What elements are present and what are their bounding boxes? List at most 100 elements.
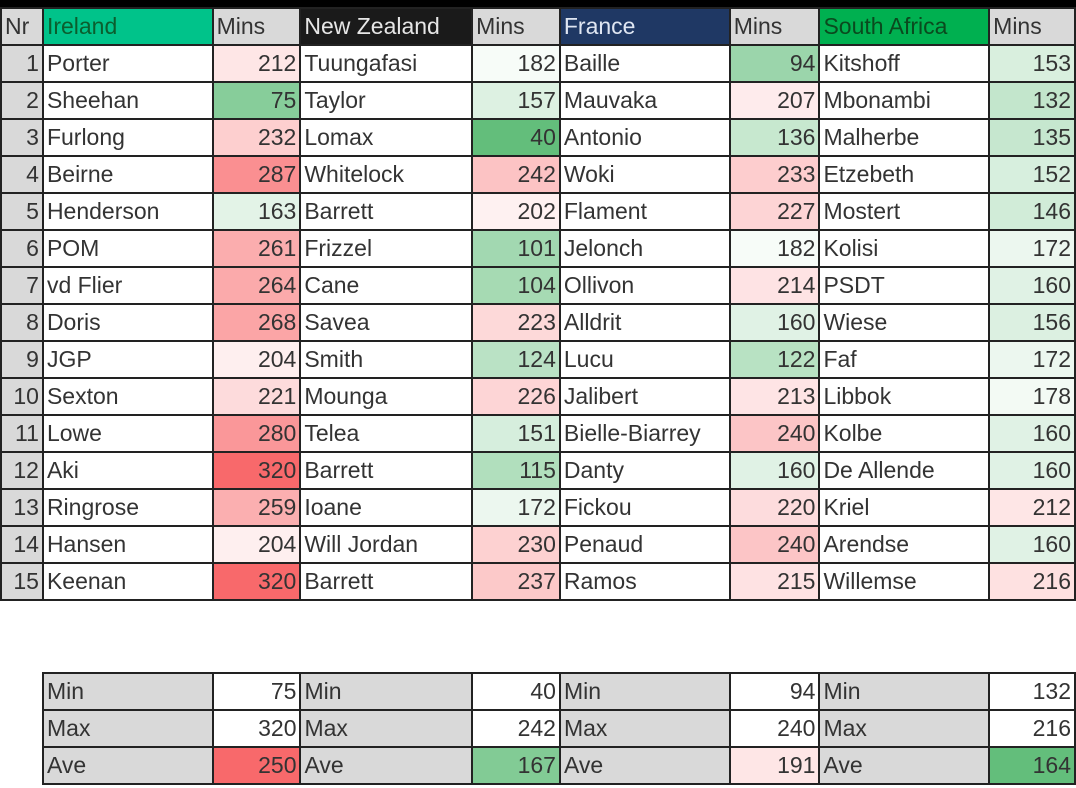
player-mins[interactable]: 226	[471, 377, 561, 416]
player-name[interactable]: Whitelock	[299, 155, 474, 194]
player-mins[interactable]: 237	[471, 562, 561, 601]
player-name[interactable]: Keenan	[41, 562, 214, 601]
player-name[interactable]: Alldrit	[558, 303, 731, 342]
player-mins[interactable]: 153	[988, 44, 1076, 83]
player-name[interactable]: Ringrose	[41, 488, 214, 527]
player-mins[interactable]: 172	[988, 340, 1076, 379]
player-name[interactable]: Fickou	[558, 488, 731, 527]
player-name[interactable]: Mounga	[299, 377, 474, 416]
player-mins[interactable]: 160	[988, 414, 1076, 453]
player-name[interactable]: Barrett	[299, 562, 474, 601]
player-mins[interactable]: 220	[728, 488, 821, 527]
player-mins[interactable]: 280	[211, 414, 302, 453]
player-mins[interactable]: 75	[211, 81, 302, 120]
row-number[interactable]: 11	[0, 414, 44, 453]
header-mins[interactable]: Mins	[988, 7, 1076, 46]
summary-label[interactable]: Max	[42, 709, 214, 748]
player-name[interactable]: Will Jordan	[299, 525, 474, 564]
player-name[interactable]: Porter	[41, 44, 214, 83]
player-mins[interactable]: 172	[988, 229, 1076, 268]
summary-value[interactable]: 164	[988, 746, 1076, 785]
header-mins[interactable]: Mins	[728, 7, 821, 46]
player-mins[interactable]: 160	[988, 266, 1076, 305]
player-mins[interactable]: 216	[988, 562, 1076, 601]
player-name[interactable]: Sexton	[41, 377, 214, 416]
player-name[interactable]: Frizzel	[299, 229, 474, 268]
player-mins[interactable]: 178	[988, 377, 1076, 416]
player-name[interactable]: Baille	[558, 44, 731, 83]
summary-label[interactable]: Min	[818, 672, 991, 711]
header-team[interactable]: South Africa	[818, 7, 991, 46]
player-name[interactable]: Lowe	[41, 414, 214, 453]
player-mins[interactable]: 163	[211, 192, 302, 231]
summary-label[interactable]: Max	[818, 709, 991, 748]
player-mins[interactable]: 215	[728, 562, 821, 601]
player-mins[interactable]: 104	[471, 266, 561, 305]
summary-label[interactable]: Ave	[818, 746, 991, 785]
header-team[interactable]: New Zealand	[299, 7, 474, 46]
summary-label[interactable]: Ave	[299, 746, 474, 785]
player-mins[interactable]: 151	[471, 414, 561, 453]
player-name[interactable]: Ioane	[299, 488, 474, 527]
row-number[interactable]: 9	[0, 340, 44, 379]
player-name[interactable]: Mbonambi	[818, 81, 991, 120]
player-mins[interactable]: 160	[728, 303, 821, 342]
player-mins[interactable]: 320	[211, 451, 302, 490]
player-mins[interactable]: 202	[471, 192, 561, 231]
row-number[interactable]: 2	[0, 81, 44, 120]
player-name[interactable]: Barrett	[299, 451, 474, 490]
summary-value[interactable]: 240	[728, 709, 821, 748]
summary-value[interactable]: 94	[728, 672, 821, 711]
player-mins[interactable]: 268	[211, 303, 302, 342]
summary-value[interactable]: 132	[988, 672, 1076, 711]
summary-value[interactable]: 167	[471, 746, 561, 785]
summary-label[interactable]: Max	[558, 709, 731, 748]
player-name[interactable]: Woki	[558, 155, 731, 194]
player-name[interactable]: Doris	[41, 303, 214, 342]
player-name[interactable]: Sheehan	[41, 81, 214, 120]
player-name[interactable]: Henderson	[41, 192, 214, 231]
player-mins[interactable]: 261	[211, 229, 302, 268]
player-mins[interactable]: 213	[728, 377, 821, 416]
row-number[interactable]: 7	[0, 266, 44, 305]
player-mins[interactable]: 240	[728, 525, 821, 564]
player-name[interactable]: Faf	[818, 340, 991, 379]
row-number[interactable]: 10	[0, 377, 44, 416]
summary-value[interactable]: 191	[728, 746, 821, 785]
player-name[interactable]: Malherbe	[818, 118, 991, 157]
player-mins[interactable]: 204	[211, 525, 302, 564]
player-mins[interactable]: 287	[211, 155, 302, 194]
player-name[interactable]: Beirne	[41, 155, 214, 194]
player-mins[interactable]: 152	[988, 155, 1076, 194]
player-name[interactable]: Aki	[41, 451, 214, 490]
summary-label[interactable]: Ave	[558, 746, 731, 785]
player-mins[interactable]: 40	[471, 118, 561, 157]
player-mins[interactable]: 182	[728, 229, 821, 268]
player-name[interactable]: Mauvaka	[558, 81, 731, 120]
player-name[interactable]: Libbok	[818, 377, 991, 416]
row-number[interactable]: 8	[0, 303, 44, 342]
player-name[interactable]: Lucu	[558, 340, 731, 379]
player-name[interactable]: Etzebeth	[818, 155, 991, 194]
summary-label[interactable]: Min	[42, 672, 214, 711]
player-mins[interactable]: 207	[728, 81, 821, 120]
player-mins[interactable]: 160	[988, 451, 1076, 490]
summary-label[interactable]: Min	[299, 672, 474, 711]
player-mins[interactable]: 124	[471, 340, 561, 379]
player-mins[interactable]: 259	[211, 488, 302, 527]
player-mins[interactable]: 132	[988, 81, 1076, 120]
player-name[interactable]: Kitshoff	[818, 44, 991, 83]
player-name[interactable]: Furlong	[41, 118, 214, 157]
player-name[interactable]: Jelonch	[558, 229, 731, 268]
player-mins[interactable]: 182	[471, 44, 561, 83]
summary-label[interactable]: Max	[299, 709, 474, 748]
player-name[interactable]: vd Flier	[41, 266, 214, 305]
player-name[interactable]: Kriel	[818, 488, 991, 527]
player-mins[interactable]: 160	[728, 451, 821, 490]
player-name[interactable]: De Allende	[818, 451, 991, 490]
row-number[interactable]: 4	[0, 155, 44, 194]
player-name[interactable]: Hansen	[41, 525, 214, 564]
player-name[interactable]: Telea	[299, 414, 474, 453]
row-number[interactable]: 6	[0, 229, 44, 268]
player-mins[interactable]: 221	[211, 377, 302, 416]
